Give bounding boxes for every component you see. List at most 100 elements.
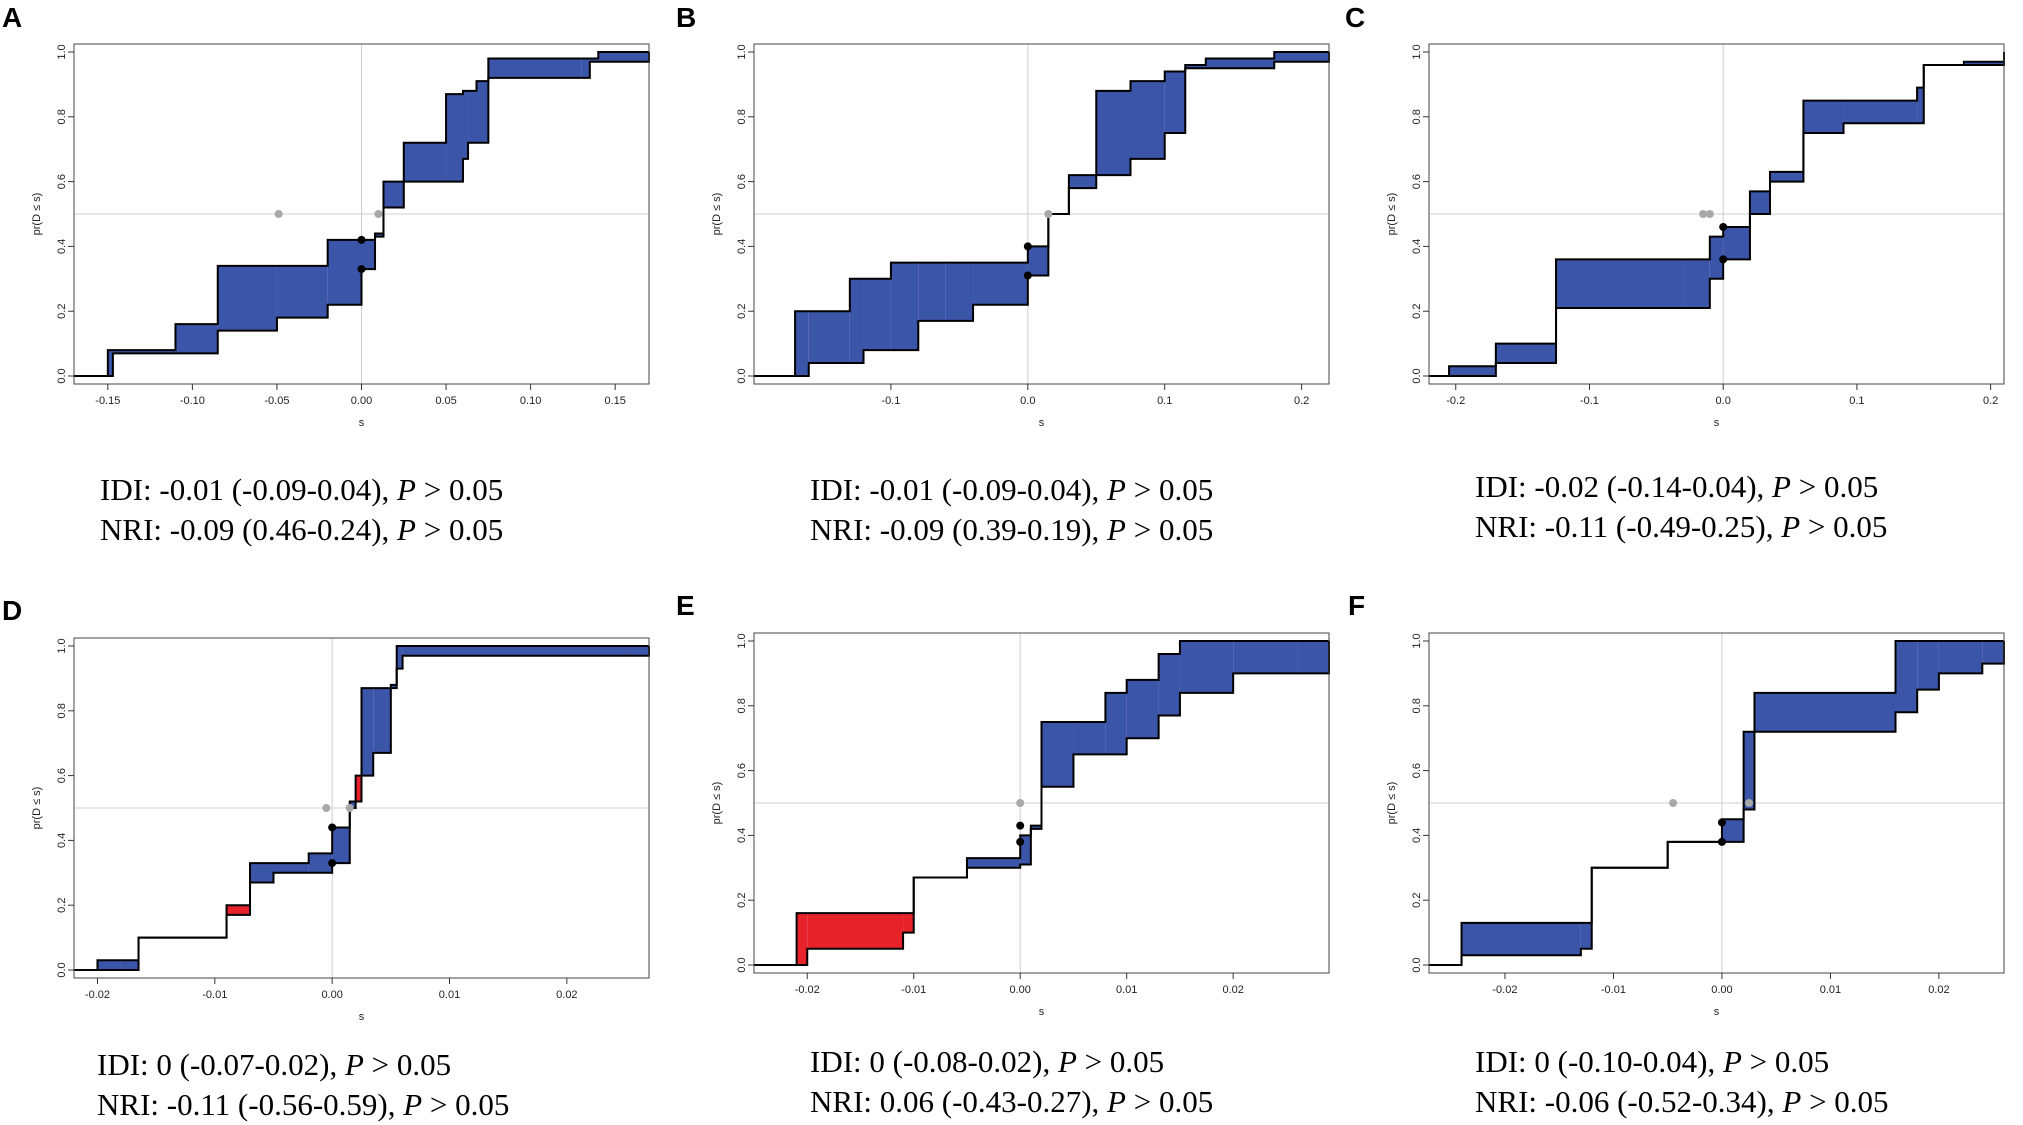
worsening-band xyxy=(1274,52,1329,62)
nri-p-cmp: > 0.05 xyxy=(1801,1084,1889,1119)
idi-p-cmp: > 0.05 xyxy=(1076,1044,1165,1079)
gray-point xyxy=(1745,799,1754,807)
black-point xyxy=(1719,255,1728,264)
chart-a: -0.15 -0.10 -0.05 0.00 0.05 0.10 0.15 0.0 0.2 0.4… xyxy=(31,43,650,429)
nri-p-cmp: > 0.05 xyxy=(1800,509,1888,544)
plot-frame xyxy=(753,632,1330,974)
y-tick-label: 0.0 xyxy=(736,957,748,972)
worsening-band xyxy=(97,960,121,970)
x-tick-label: 0.1 xyxy=(1157,395,1172,407)
y-tick-label: 0.0 xyxy=(56,962,68,977)
black-point xyxy=(357,235,366,244)
worsening-band xyxy=(462,90,469,159)
y-tick-label: 0.6 xyxy=(56,174,68,189)
worsening-band xyxy=(396,646,403,669)
y-tick-label: 1.0 xyxy=(1411,633,1423,648)
worsening-band xyxy=(598,52,649,62)
black-point xyxy=(357,265,366,274)
idi-label: IDI: xyxy=(810,1044,862,1079)
step-line xyxy=(74,645,649,971)
y-tick-label: 0.4 xyxy=(1411,239,1423,254)
worsening-band xyxy=(308,853,333,873)
worsening-band xyxy=(1449,366,1496,376)
idi-p-cmp: > 0.05 xyxy=(1790,469,1879,504)
idi-p-cmp: > 0.05 xyxy=(1125,472,1214,507)
worsening-band xyxy=(1963,61,2004,65)
x-tick-label: 0.00 xyxy=(1009,984,1030,996)
panel-letter: E xyxy=(676,590,695,621)
y-tick-label: 0.0 xyxy=(56,368,68,383)
worsening-band xyxy=(890,262,919,351)
gray-point xyxy=(1705,210,1714,218)
worsening-band xyxy=(375,233,384,237)
nri-line: NRI: -0.09 (0.39-0.19), P > 0.05 xyxy=(810,510,1213,550)
x-tick-label: -0.1 xyxy=(1580,395,1599,407)
y-tick-label: 0.2 xyxy=(736,304,748,319)
nri-p-cmp: > 0.05 xyxy=(1125,1084,1214,1119)
y-tick-label: 0.0 xyxy=(736,368,748,383)
x-tick-label: 0.02 xyxy=(556,989,577,1001)
y-axis-label: pr(D ≤ s) xyxy=(31,787,43,830)
idi-value: 0 (-0.07-0.02), xyxy=(148,1047,345,1082)
black-point xyxy=(1023,242,1032,251)
y-tick-label: 0.4 xyxy=(56,239,68,254)
y-tick-label: 0.2 xyxy=(56,304,68,319)
x-tick-label: 0.05 xyxy=(435,395,456,407)
nri-label: NRI: xyxy=(1475,509,1537,544)
plot-frame xyxy=(1428,632,2005,974)
worsening-band xyxy=(120,960,139,970)
worsening-band xyxy=(795,311,809,376)
worsening-band xyxy=(1297,641,1329,674)
nri-p-cmp: > 0.05 xyxy=(422,1087,510,1122)
x-tick-label: 0.02 xyxy=(1928,984,1949,996)
p-symbol: P xyxy=(1057,1044,1077,1079)
black-point xyxy=(328,859,337,868)
worsening-band xyxy=(361,688,374,776)
y-tick-label: 0.6 xyxy=(1411,763,1423,778)
idi-line: IDI: -0.02 (-0.14-0.04), P > 0.05 xyxy=(1475,467,1887,507)
worsening-band xyxy=(966,858,1021,868)
worsening-band xyxy=(808,311,850,364)
panel-letter: C xyxy=(1345,2,1366,33)
x-tick-label: -0.15 xyxy=(95,395,120,407)
worsening-band xyxy=(1743,731,1755,810)
chart-d: -0.02 -0.01 0.00 0.01 0.02 0.0 0.2 0.4 0.6 0.8 1.0… xyxy=(31,637,650,1023)
x-tick-label: 0.00 xyxy=(321,989,342,1001)
chart-f: -0.02 -0.01 0.00 0.01 0.02 0.0 0.2 0.4 0.6 0.8 1.0… xyxy=(1386,632,2005,1018)
worsening-band xyxy=(1158,653,1180,716)
worsening-band xyxy=(625,646,649,656)
worsening-band xyxy=(1917,87,1924,124)
idi-label: IDI: xyxy=(1475,469,1527,504)
y-tick-label: 1.0 xyxy=(736,633,748,648)
y-tick-label: 1.0 xyxy=(56,638,68,653)
x-tick-label: -0.1 xyxy=(881,395,900,407)
step-line xyxy=(754,640,1329,966)
worsening-band xyxy=(1749,191,1770,214)
worsening-band xyxy=(1096,90,1131,176)
improvement-band xyxy=(355,775,362,802)
worsening-band xyxy=(581,58,590,78)
nri-p-cmp: > 0.05 xyxy=(1125,512,1214,547)
y-axis-label: pr(D ≤ s) xyxy=(1386,193,1398,236)
improvement-band xyxy=(903,913,914,933)
worsening-band xyxy=(383,181,404,208)
worsening-band xyxy=(1495,343,1557,364)
idi-value: -0.01 (-0.09-0.04), xyxy=(151,472,398,507)
x-tick-label: -0.02 xyxy=(85,989,110,1001)
y-tick-label: 0.4 xyxy=(736,239,748,254)
p-symbol: P xyxy=(1781,509,1801,544)
step-line xyxy=(754,51,1329,377)
nri-label: NRI: xyxy=(810,512,872,547)
y-tick-label: 0.0 xyxy=(1411,957,1423,972)
worsening-band xyxy=(217,265,277,331)
x-tick-label: -0.02 xyxy=(795,984,820,996)
p-symbol: P xyxy=(1107,472,1126,507)
worsening-band xyxy=(250,863,274,883)
p-symbol: P xyxy=(1107,1084,1126,1119)
worsening-band xyxy=(402,646,626,656)
nri-line: NRI: -0.11 (-0.49-0.25), P > 0.05 xyxy=(1475,507,1887,547)
worsening-band xyxy=(1769,171,1804,182)
black-point xyxy=(1719,222,1728,231)
worsening-band xyxy=(1803,100,1844,133)
improvement-band xyxy=(796,913,808,965)
